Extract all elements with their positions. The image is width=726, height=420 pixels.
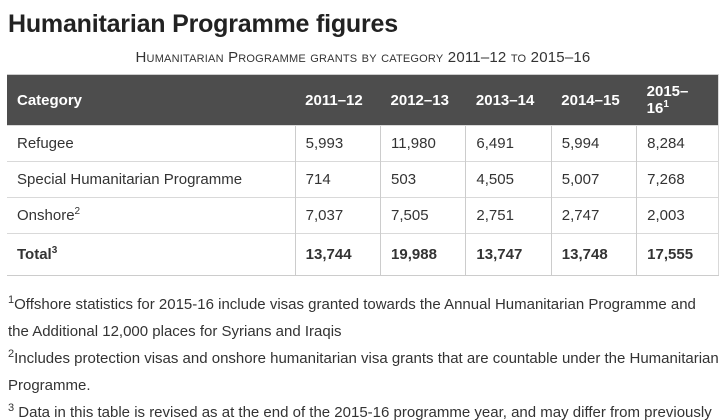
table-body: Refugee 5,993 11,980 6,491 5,994 8,284 Special… — [7, 125, 719, 276]
value-cell: 7,505 — [380, 197, 466, 234]
footnote-marker: 2 — [8, 348, 15, 360]
footnote: 1Offshore statistics for 2015-16 include… — [8, 294, 696, 341]
value-cell: 5,993 — [294, 125, 381, 162]
value-cell: 2,747 — [550, 197, 637, 234]
table-row: Refugee 5,993 11,980 6,491 5,994 8,284 — [7, 125, 719, 162]
column-header-1: 2011–12 — [295, 74, 381, 126]
value-cell: 5,007 — [550, 161, 637, 198]
value-cell: 7,268 — [636, 161, 719, 198]
value-cell: 17,555 — [636, 233, 719, 276]
table-row: Special Humanitarian Programme 714 503 4,50… — [7, 161, 719, 198]
footnote-marker: 1 — [8, 294, 15, 306]
table-row: Total3 13,744 19,988 13,747 13,748 17,555 — [7, 233, 719, 276]
column-header-2: 2012–13 — [380, 74, 466, 126]
column-header-0: Category — [7, 74, 296, 126]
value-cell: 714 — [294, 161, 381, 198]
value-cell: 503 — [380, 161, 466, 198]
footnote: 2Includes protection visas and onshore h… — [8, 348, 719, 395]
footnote-marker: 2 — [74, 206, 81, 217]
value-cell: 2,751 — [465, 197, 552, 234]
value-cell: 13,748 — [550, 233, 637, 276]
page-title: Humanitarian Programme figures — [8, 10, 398, 38]
category-cell: Onshore2 — [7, 197, 296, 234]
footnotes: 1Offshore statistics for 2015-16 include… — [7, 291, 719, 420]
category-cell: Special Humanitarian Programme — [7, 161, 296, 198]
value-cell: 2,003 — [636, 197, 719, 234]
value-cell: 8,284 — [636, 125, 719, 162]
footnote: 3 Data in this table is revised as at th… — [8, 402, 712, 420]
footnote-marker: 3 — [51, 245, 58, 256]
value-cell: 7,037 — [294, 197, 381, 234]
footnote-marker: 1 — [663, 99, 669, 110]
footnote-marker: 3 — [8, 402, 15, 414]
column-header-3: 2013–14 — [465, 74, 552, 126]
category-cell: Refugee — [7, 125, 296, 162]
table-row: Onshore2 7,037 7,505 2,751 2,747 2,003 — [7, 197, 719, 234]
value-cell: 13,747 — [465, 233, 552, 276]
value-cell: 13,744 — [294, 233, 381, 276]
value-cell: 19,988 — [380, 233, 466, 276]
value-cell: 6,491 — [465, 125, 552, 162]
value-cell: 5,994 — [550, 125, 637, 162]
value-cell: 11,980 — [380, 125, 466, 162]
column-header-5: 2015–161 — [636, 74, 719, 126]
humanitarian-grants-table: Humanitarian Programme grants by categor… — [7, 43, 719, 276]
header-row: Category 2011–12 2012–13 2013–14 2014–15 2015… — [7, 74, 719, 126]
table-caption: Humanitarian Programme grants by categor… — [135, 49, 591, 66]
value-cell: 4,505 — [465, 161, 552, 198]
category-cell: Total3 — [7, 233, 296, 276]
page: Humanitarian Programme figures Humanitar… — [0, 10, 726, 420]
column-header-4: 2014–15 — [551, 74, 637, 126]
table-header: Category 2011–12 2012–13 2013–14 2014–15 2015… — [7, 74, 719, 126]
